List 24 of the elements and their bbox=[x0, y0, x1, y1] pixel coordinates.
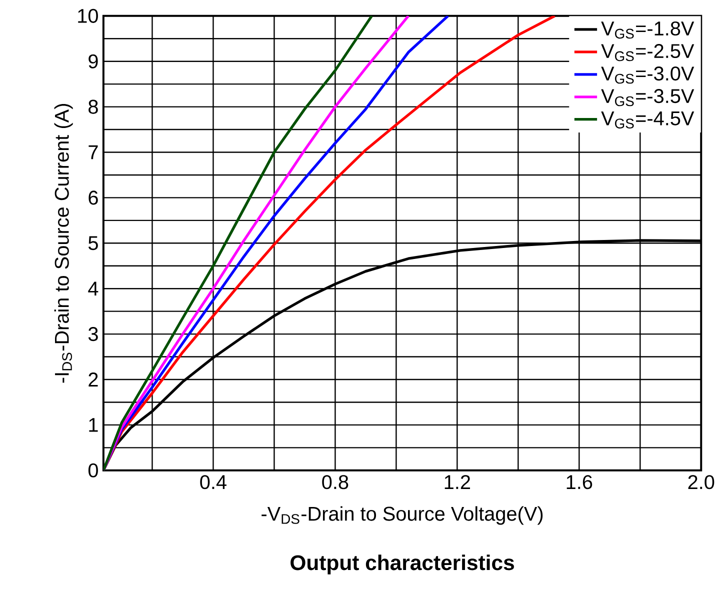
x-tick-label: 1.6 bbox=[566, 475, 592, 490]
y-tick-label: 7 bbox=[88, 146, 98, 160]
y-tick-label: 10 bbox=[78, 9, 98, 24]
x-tick-label: 2.0 bbox=[688, 475, 714, 490]
y-tick-label: 6 bbox=[88, 190, 98, 205]
y-tick-label: 8 bbox=[88, 100, 98, 114]
y-tick-label: 1 bbox=[89, 418, 98, 432]
x-tick-label: 1.2 bbox=[444, 475, 470, 490]
y-tick-label: 4 bbox=[88, 282, 98, 296]
legend-label: V$_{GS}$=-4.5V bbox=[601, 112, 694, 129]
y-axis-title: -I$_{DS}$-Drain to Source Current (A) bbox=[54, 104, 73, 383]
y-tick-label: 0 bbox=[88, 464, 98, 478]
legend-label: V$_{GS}$=-2.5V bbox=[601, 44, 694, 62]
legend-label: V$_{GS}$=-1.8V bbox=[601, 22, 694, 39]
y-tick-label: 5 bbox=[88, 236, 98, 250]
x-tick-label: 0.4 bbox=[200, 475, 226, 490]
y-tick-label: 2 bbox=[88, 372, 98, 387]
x-axis-title: -V$_{DS}$-Drain to Source Voltage(V) bbox=[262, 506, 543, 525]
y-tick-label: 3 bbox=[88, 327, 98, 342]
legend-label: V$_{GS}$=-3.0V bbox=[601, 66, 694, 84]
text: Output characteristics bbox=[290, 554, 514, 575]
legend-label: V$_{GS}$=-3.5V bbox=[601, 89, 694, 106]
y-tick-label: 9 bbox=[88, 54, 98, 69]
x-tick-label: 0.8 bbox=[322, 475, 348, 490]
